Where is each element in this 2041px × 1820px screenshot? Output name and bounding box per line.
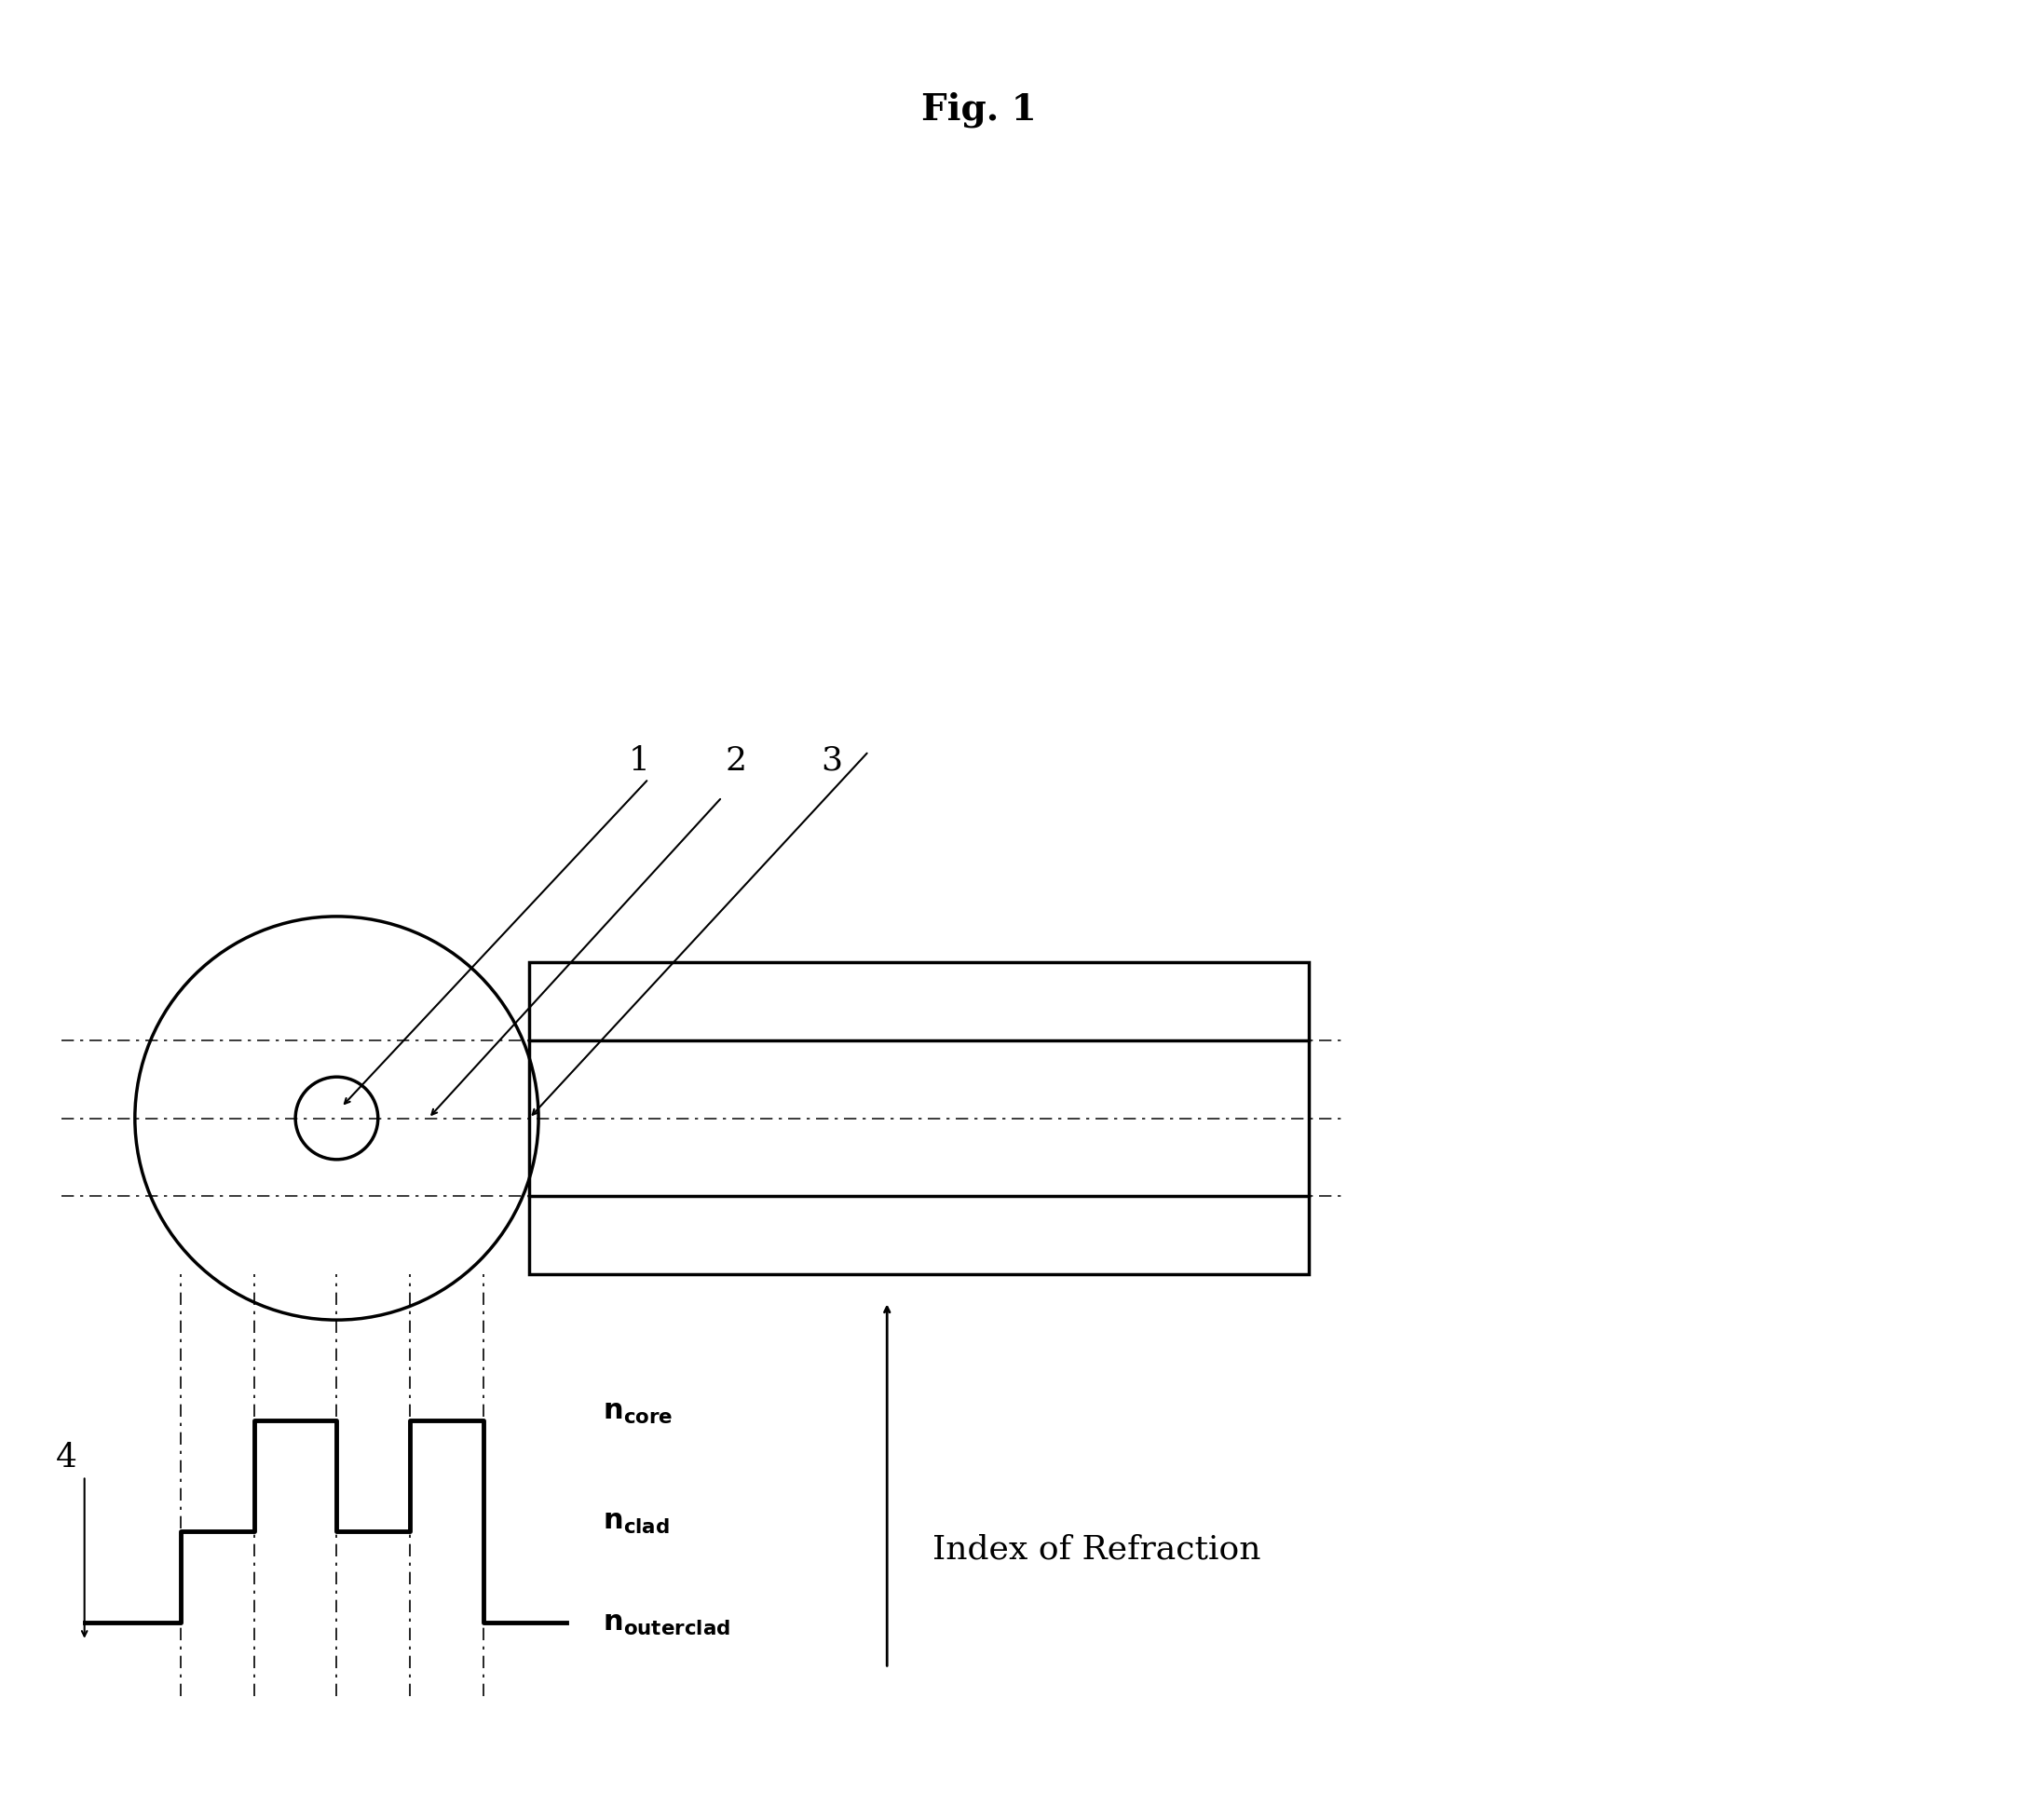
Text: 1: 1 [629,744,651,777]
Text: $\mathbf{n}_{\mathbf{core}}$: $\mathbf{n}_{\mathbf{core}}$ [602,1398,674,1427]
Bar [529,963,1308,1274]
Text: Fig. 1: Fig. 1 [920,91,1037,127]
Text: 3: 3 [820,744,843,777]
Text: $\mathbf{n}_{\mathbf{outerclad}}$: $\mathbf{n}_{\mathbf{outerclad}}$ [602,1609,731,1636]
Text: 2: 2 [725,744,747,777]
Text: $\mathbf{n}_{\mathbf{clad}}$: $\mathbf{n}_{\mathbf{clad}}$ [602,1507,669,1536]
Text: Index of Refraction: Index of Refraction [933,1534,1261,1565]
Text: 4: 4 [55,1441,78,1474]
